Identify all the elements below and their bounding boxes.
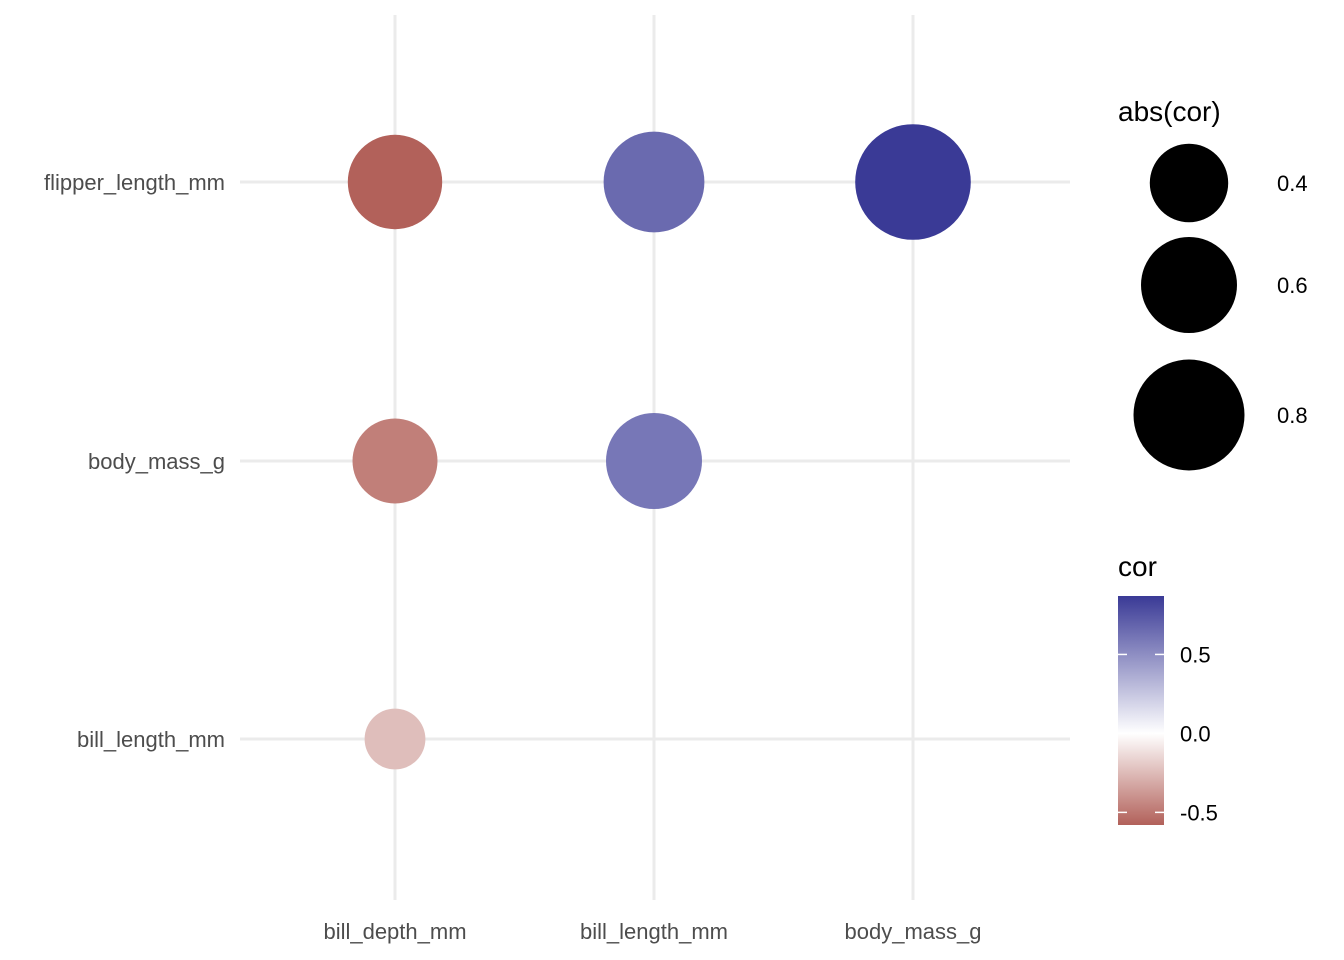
size-legend-label: 0.4 — [1277, 171, 1308, 196]
size-legend-key — [1141, 237, 1237, 333]
x-tick-label: bill_length_mm — [580, 919, 728, 944]
point-bill_length_mm-body_mass_g — [606, 413, 702, 509]
size-legend-label: 0.8 — [1277, 403, 1308, 428]
x-tick-label: bill_depth_mm — [323, 919, 466, 944]
y-tick-label: bill_length_mm — [77, 727, 225, 752]
x-axis: bill_depth_mm bill_length_mm body_mass_g — [323, 919, 981, 944]
point-bill_length_mm-flipper_length_mm — [603, 131, 705, 233]
size-legend-key — [1133, 359, 1245, 471]
color-legend-title: cor — [1118, 551, 1157, 582]
point-bill_depth_mm-flipper_length_mm — [347, 134, 443, 230]
size-legend-label: 0.6 — [1277, 273, 1308, 298]
color-legend-label: 0.0 — [1180, 721, 1211, 746]
y-tick-label: body_mass_g — [88, 449, 225, 474]
point-bill_depth_mm-bill_length_mm — [364, 708, 426, 770]
color-bar — [1118, 596, 1164, 825]
size-legend-title: abs(cor) — [1118, 96, 1221, 127]
size-legend-key — [1149, 143, 1229, 223]
point-bill_depth_mm-body_mass_g — [352, 418, 438, 504]
size-legend: abs(cor) 0.4 0.6 0.8 — [1118, 96, 1308, 471]
x-tick-label: body_mass_g — [845, 919, 982, 944]
color-legend-label: 0.5 — [1180, 642, 1211, 667]
color-legend: cor 0.5 0.0 -0.5 — [1118, 551, 1218, 825]
color-legend-label: -0.5 — [1180, 800, 1218, 825]
y-axis: bill_length_mm body_mass_g flipper_length_… — [44, 170, 225, 752]
data-points — [347, 124, 971, 770]
y-tick-label: flipper_length_mm — [44, 170, 225, 195]
point-body_mass_g-flipper_length_mm — [855, 124, 971, 240]
